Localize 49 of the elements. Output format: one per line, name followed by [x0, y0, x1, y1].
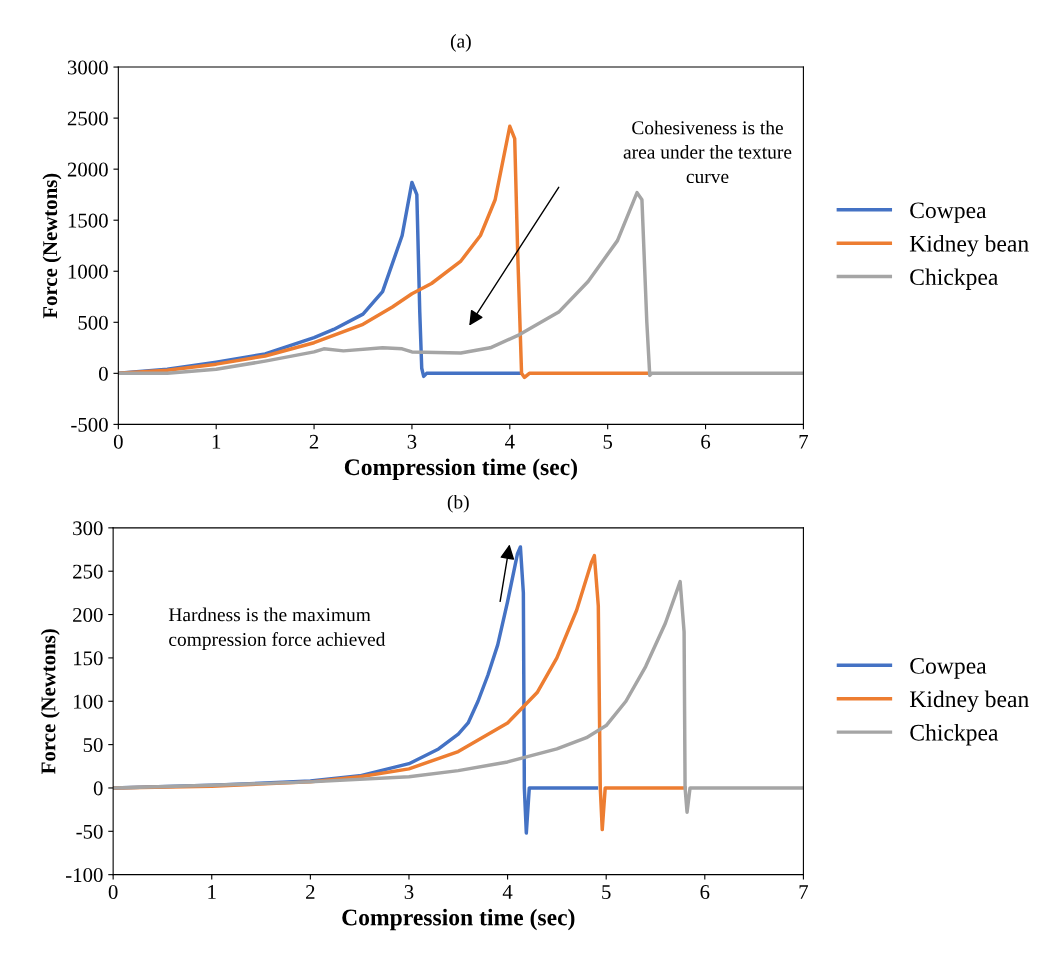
y-tick-label: 200 — [73, 607, 103, 622]
y-tick-label: 300 — [73, 521, 103, 536]
line-series — [118, 190, 804, 378]
y-tick-label: 3000 — [67, 60, 108, 75]
annotation: Cohesiveness is the area under the texture curve — [623, 120, 792, 184]
x-tick-label: 3 — [404, 885, 414, 900]
legend-label: Cowpea — [910, 657, 987, 679]
legend-label: Kidney bean — [909, 235, 1029, 257]
y-tick-label: 250 — [73, 564, 103, 579]
x-tick-label: 5 — [602, 885, 611, 900]
y-axis-title: Force (Newtons) — [42, 173, 62, 319]
legend-label: Chickpea — [910, 724, 999, 746]
annotation: Hardness is the maximum compression force achieved — [168, 607, 386, 650]
x-tick-label: 1 — [208, 885, 216, 899]
x-axis-title: Compression time (sec) — [344, 458, 577, 480]
y-tick-label: 1000 — [68, 264, 108, 279]
x-tick-label: 6 — [701, 434, 711, 449]
y-tick-label: 500 — [78, 315, 108, 330]
x-axis-title: Compression time (sec) — [342, 908, 575, 931]
x-tick-label: 2 — [306, 885, 315, 899]
x-tick-label: 2 — [309, 434, 319, 449]
y-tick-label: -100 — [66, 868, 103, 883]
legend-label: Kidney bean — [909, 690, 1029, 713]
x-tick-label: 0 — [113, 434, 123, 449]
y-tick-label: 100 — [74, 694, 103, 709]
y-tick-label: 50 — [83, 737, 103, 753]
y-tick-label: 2000 — [67, 162, 108, 177]
x-tick-label: 5 — [603, 434, 613, 449]
y-tick-label: 150 — [74, 651, 103, 666]
x-tick-label: 4 — [505, 434, 515, 449]
y-tick-label: -500 — [71, 417, 108, 432]
y-tick-label: 2500 — [67, 111, 108, 126]
chart-title: (b) — [447, 494, 469, 513]
x-tick-label: 6 — [700, 885, 710, 900]
y-tick-label: -50 — [76, 824, 103, 839]
x-tick-label: 7 — [799, 434, 809, 449]
line-series — [113, 579, 804, 814]
x-tick-label: 7 — [799, 885, 809, 899]
legend-label: Cowpea — [910, 202, 987, 224]
legend-label: Chickpea — [910, 268, 999, 290]
x-tick-label: 3 — [407, 434, 417, 449]
x-tick-label: 0 — [108, 884, 118, 900]
y-tick-label: 0 — [93, 781, 103, 796]
chart-title: (a) — [450, 34, 471, 52]
x-tick-label: 4 — [502, 885, 513, 899]
x-tick-label: 1 — [212, 434, 221, 449]
y-tick-label: 1500 — [68, 213, 108, 228]
y-axis-title: Force (Newtons) — [40, 629, 60, 774]
y-tick-label: 0 — [98, 366, 108, 381]
